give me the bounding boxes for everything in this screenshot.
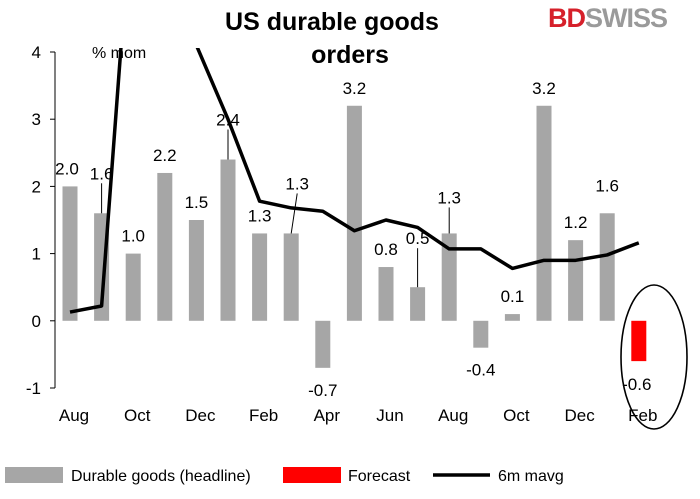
data-label-headline: 1.6 bbox=[90, 164, 114, 183]
data-label-headline: 1.6 bbox=[595, 176, 619, 195]
y-tick-label: 4 bbox=[32, 43, 41, 62]
bar-headline bbox=[125, 253, 141, 321]
x-tick-label: Aug bbox=[438, 406, 468, 425]
data-label-headline: 2.0 bbox=[55, 159, 79, 178]
y-axis: -1 0 1 2 3 4 bbox=[26, 43, 56, 398]
data-label-headline: 1.2 bbox=[564, 213, 588, 232]
data-label-headline: 2.2 bbox=[153, 146, 177, 165]
legend-label-mavg: 6m mavg bbox=[498, 468, 564, 485]
bar-headline bbox=[473, 320, 489, 348]
leader-lines bbox=[101, 129, 450, 288]
bar-headline bbox=[536, 105, 552, 321]
legend-swatch-headline bbox=[5, 467, 63, 483]
brand-logo-part-bd: BD bbox=[548, 3, 585, 33]
data-label-headline: 1.0 bbox=[121, 227, 145, 246]
chart-title-line-2: orders bbox=[311, 41, 389, 69]
y-tick-label: 0 bbox=[32, 312, 41, 331]
data-label-headline: 3.2 bbox=[343, 79, 367, 98]
data-label-headline: 1.3 bbox=[248, 206, 272, 225]
x-tick-label: Apr bbox=[314, 406, 341, 425]
data-label-headline: 0.1 bbox=[501, 287, 525, 306]
x-tick-label: Feb bbox=[249, 406, 278, 425]
legend-swatch-forecast bbox=[283, 467, 341, 483]
bar-headline bbox=[62, 186, 78, 321]
data-label-forecast: -0.6 bbox=[622, 375, 651, 394]
data-label-headline: 1.5 bbox=[185, 193, 209, 212]
bars bbox=[62, 105, 647, 368]
forecast-highlight-ellipse bbox=[620, 284, 688, 430]
y-tick-label: 3 bbox=[32, 110, 41, 129]
bar-headline bbox=[568, 240, 584, 321]
bar-headline bbox=[599, 213, 615, 321]
bar-headline bbox=[378, 267, 394, 321]
data-label-headline: -0.4 bbox=[466, 361, 495, 380]
x-tick-label: Oct bbox=[124, 406, 151, 425]
x-tick-label: Oct bbox=[503, 406, 530, 425]
bar-headline bbox=[504, 314, 520, 321]
data-label-headline: 0.5 bbox=[406, 229, 430, 248]
x-tick-label: Feb bbox=[628, 406, 657, 425]
legend-label-headline: Durable goods (headline) bbox=[71, 468, 251, 485]
x-tick-label: Aug bbox=[59, 406, 89, 425]
svg-text:BDSWISS: BDSWISS bbox=[548, 3, 667, 33]
legend: Durable goods (headline) Forecast 6m mav… bbox=[5, 467, 564, 485]
bar-headline bbox=[441, 233, 457, 321]
data-label-leader bbox=[290, 193, 298, 234]
bar-headline bbox=[410, 287, 426, 321]
brand-logo-part-swiss: SWISS bbox=[585, 3, 667, 33]
data-label-headline: 0.8 bbox=[374, 240, 398, 259]
bar-headline bbox=[315, 320, 331, 368]
bar-forecast bbox=[631, 320, 647, 362]
data-labels: 2.0 1.6 1.0 2.2 1.5 2.4 1.3 1.3 -0.7 3.2 0.8 0.5 1.3… bbox=[55, 79, 651, 400]
x-tick-label: Dec bbox=[185, 406, 216, 425]
data-label-headline: 1.3 bbox=[285, 174, 309, 193]
mavg-line bbox=[69, 48, 640, 314]
bar-headline bbox=[157, 172, 173, 321]
bar-headline bbox=[220, 159, 236, 321]
data-label-headline: 2.4 bbox=[216, 111, 240, 130]
y-tick-label: 1 bbox=[32, 245, 41, 264]
y-tick-label: 2 bbox=[32, 177, 41, 196]
x-tick-label: Jun bbox=[376, 406, 403, 425]
data-label-headline: -0.7 bbox=[308, 381, 337, 400]
legend-label-forecast: Forecast bbox=[348, 468, 411, 485]
brand-logo: BDSWISS bbox=[548, 3, 668, 33]
data-label-headline: 3.2 bbox=[532, 79, 556, 98]
x-axis-labels: Aug Oct Dec Feb Apr Jun Aug Oct Dec Feb bbox=[59, 406, 658, 425]
y-tick-label: -1 bbox=[26, 379, 41, 398]
bar-headline bbox=[283, 233, 299, 321]
bar-headline bbox=[252, 233, 268, 321]
bar-headline bbox=[346, 105, 362, 321]
x-tick-label: Dec bbox=[564, 406, 595, 425]
mavg-polyline bbox=[69, 48, 640, 314]
chart-title-line-1: US durable goods bbox=[225, 8, 439, 36]
bar-headline bbox=[188, 220, 204, 321]
data-label-headline: 1.3 bbox=[437, 188, 461, 207]
